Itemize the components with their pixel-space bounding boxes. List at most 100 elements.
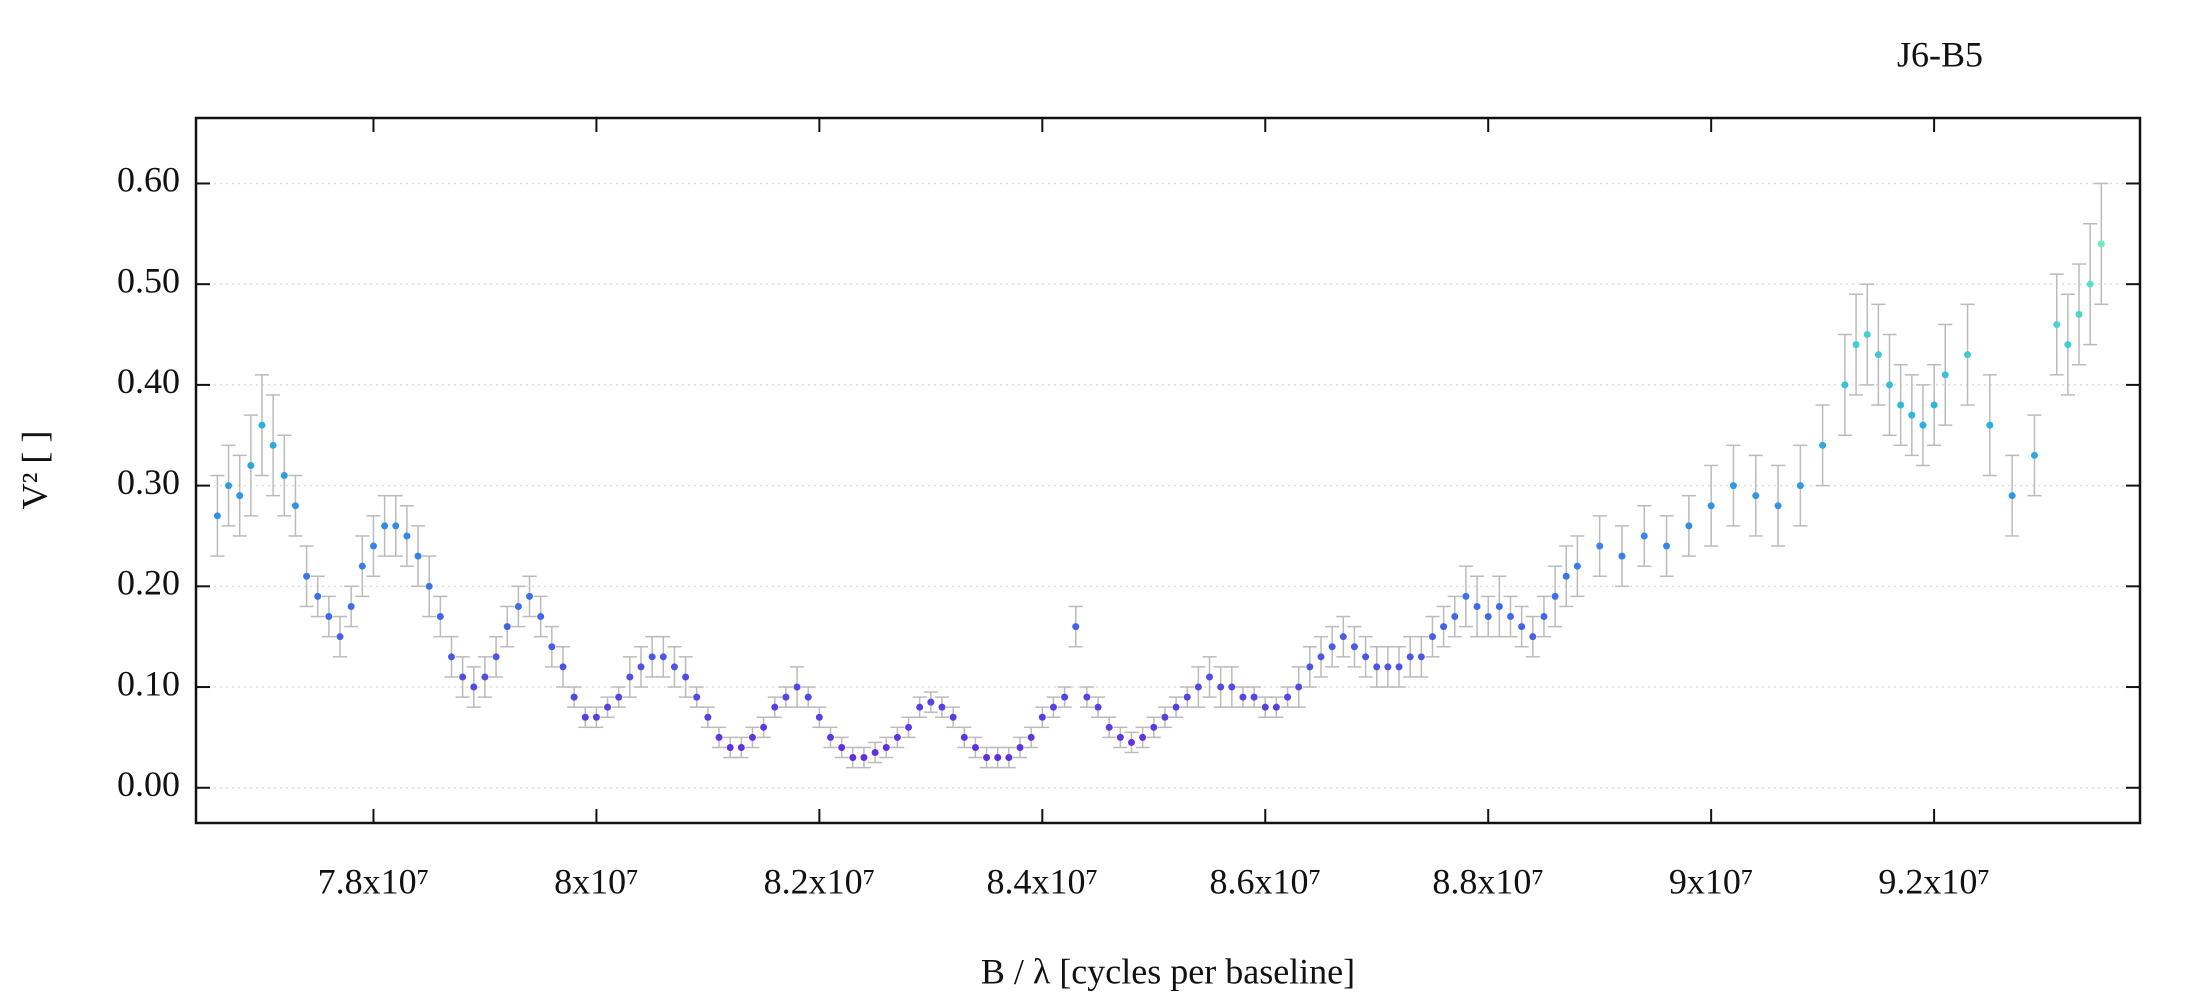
point [1685, 522, 1693, 530]
point [860, 754, 868, 762]
point [1852, 341, 1860, 349]
point [1328, 643, 1336, 651]
point [882, 743, 890, 751]
point [1440, 623, 1448, 631]
point [1362, 653, 1370, 661]
point [1194, 683, 1202, 691]
point [715, 733, 723, 741]
point [1339, 633, 1347, 641]
point [369, 542, 377, 550]
point [983, 754, 991, 762]
y-tick-label: 0.60 [117, 160, 180, 200]
point [336, 633, 344, 641]
point [1774, 502, 1782, 510]
point [403, 532, 411, 540]
point [670, 663, 678, 671]
x-tick-label: 9x10⁷ [1669, 861, 1754, 901]
point [849, 754, 857, 762]
point [581, 713, 589, 721]
point [1317, 653, 1325, 661]
point [1183, 693, 1191, 701]
point [748, 733, 756, 741]
point [1272, 703, 1280, 711]
plot-frame [194, 116, 2142, 825]
point [760, 723, 768, 731]
point [1306, 663, 1314, 671]
point [827, 733, 835, 741]
point [1038, 713, 1046, 721]
point [615, 693, 623, 701]
point [1640, 532, 1648, 540]
point [1016, 743, 1024, 751]
point [1897, 401, 1905, 409]
point [1886, 381, 1894, 389]
point [225, 482, 233, 490]
point [693, 693, 701, 701]
point [1752, 492, 1760, 500]
point [1284, 693, 1292, 701]
point [782, 693, 790, 701]
x-tick-label: 7.8x10⁷ [318, 861, 430, 901]
point [414, 552, 422, 560]
point [548, 643, 556, 651]
point [1874, 351, 1882, 359]
point [1083, 693, 1091, 701]
point [737, 743, 745, 751]
point [648, 653, 656, 661]
point [1930, 401, 1938, 409]
point [726, 743, 734, 751]
point [1941, 371, 1949, 379]
point [1964, 351, 1972, 359]
point [503, 623, 511, 631]
point [1428, 633, 1436, 641]
x-axis-label: B / λ [cycles per baseline] [981, 951, 1355, 991]
point [1172, 703, 1180, 711]
point [1350, 643, 1358, 651]
point [659, 653, 667, 661]
x-tick-label: 9.2x10⁷ [1878, 861, 1990, 901]
point [1529, 633, 1537, 641]
point [971, 743, 979, 751]
point [1518, 623, 1526, 631]
point [637, 663, 645, 671]
y-tick-label: 0.20 [117, 563, 180, 603]
point [994, 754, 1002, 762]
point [425, 582, 433, 590]
point [1618, 552, 1626, 560]
point [604, 703, 612, 711]
x-tick-label: 8.2x10⁷ [764, 861, 876, 901]
point [916, 703, 924, 711]
point [1462, 592, 1470, 600]
point [1127, 738, 1135, 746]
x-tick-label: 8.8x10⁷ [1432, 861, 1544, 901]
point [905, 723, 913, 731]
point [1863, 331, 1871, 339]
point [1841, 381, 1849, 389]
point [1707, 502, 1715, 510]
point [1484, 613, 1492, 621]
point [236, 492, 244, 500]
point [1206, 673, 1214, 681]
point [2053, 320, 2061, 328]
point [1150, 723, 1158, 731]
point [2075, 310, 2083, 318]
point [1105, 723, 1113, 731]
point [1551, 592, 1559, 600]
point [1986, 421, 1994, 429]
point [247, 461, 255, 469]
x-tick-label: 8x10⁷ [554, 861, 639, 901]
y-tick-label: 0.00 [117, 764, 180, 804]
point [213, 512, 221, 520]
y-tick-label: 0.10 [117, 663, 180, 703]
point [392, 522, 400, 530]
point [280, 472, 288, 480]
point [1261, 703, 1269, 711]
point [436, 613, 444, 621]
point [1406, 653, 1414, 661]
point [447, 653, 455, 661]
point [1796, 482, 1804, 490]
point [358, 562, 366, 570]
point [893, 733, 901, 741]
point [325, 613, 333, 621]
point [1562, 572, 1570, 580]
